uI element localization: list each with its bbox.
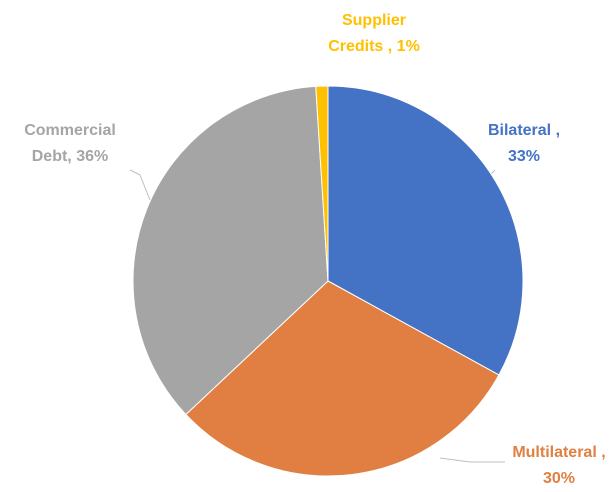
pie-slice [315, 85, 329, 282]
category-label: Bilateral , [487, 122, 561, 139]
leader-line [439, 457, 505, 463]
data-label: Supplier Credits , 1% [318, 8, 430, 60]
pie-slice [185, 280, 500, 477]
data-label: Multilateral , 30% [500, 440, 611, 492]
category-label: Multilateral , [512, 444, 606, 461]
pie-slice [132, 85, 329, 416]
data-label: Commercial Debt, 36% [8, 118, 132, 170]
value-label: 36% [76, 148, 109, 165]
category-label: Commercial Debt, [24, 122, 116, 165]
value-label: 1% [396, 38, 420, 55]
data-label: Bilateral , 33% [478, 118, 570, 170]
pie-slice [327, 85, 524, 376]
value-label: 33% [507, 148, 541, 165]
value-label: 30% [542, 470, 576, 487]
leader-line [129, 169, 151, 201]
category-label: Supplier Credits , [328, 12, 406, 55]
